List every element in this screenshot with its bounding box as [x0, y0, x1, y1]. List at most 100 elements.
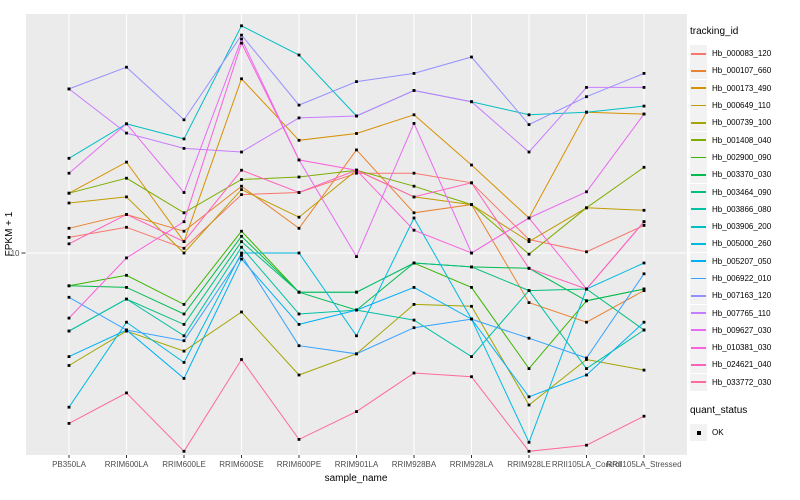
data-point	[585, 95, 588, 99]
data-point	[240, 37, 243, 41]
data-point	[297, 175, 301, 179]
data-point	[67, 355, 71, 358]
data-point	[297, 103, 301, 107]
legend-key-swatch	[690, 252, 707, 270]
legend-item-Hb_003866_080: Hb_003866_080	[690, 200, 800, 218]
data-point	[125, 391, 128, 395]
data-point	[240, 257, 243, 261]
data-point	[527, 395, 531, 399]
data-point	[182, 251, 186, 255]
data-point	[182, 312, 186, 316]
legend-item-label: Hb_007163_120	[712, 291, 772, 301]
data-point	[182, 137, 186, 141]
data-point	[240, 358, 243, 361]
legend-item-Hb_009627_030: Hb_009627_030	[690, 321, 800, 339]
data-point	[642, 287, 646, 291]
data-point	[182, 303, 186, 306]
x-tick-labels: PB350LA RRIM600LA RRIM600LE RRIM600SE RRIM60…	[52, 460, 681, 469]
data-point	[182, 377, 186, 380]
series-markers-Hb_006922_010	[67, 254, 646, 360]
legend-item-Hb_005207_050: Hb_005207_050	[690, 252, 800, 270]
data-point	[182, 349, 186, 353]
data-point	[412, 261, 416, 265]
data-point	[470, 265, 473, 269]
data-point	[355, 132, 358, 135]
data-point	[125, 160, 128, 164]
legend-item-label: Hb_001408_040	[712, 135, 772, 145]
legend-item-label: Hb_005000_260	[712, 239, 772, 249]
data-point	[355, 80, 358, 83]
data-point	[642, 224, 646, 227]
legend-item-label: Hb_000107_660	[712, 66, 772, 76]
data-point	[240, 254, 243, 257]
data-point	[240, 234, 243, 238]
data-point	[412, 286, 416, 289]
data-point	[585, 358, 588, 361]
legend-item-label: Hb_003906_200	[712, 222, 772, 232]
legend-item-Hb_000107_660: Hb_000107_660	[690, 62, 800, 80]
data-point	[182, 191, 186, 194]
data-point	[527, 240, 531, 243]
data-point	[125, 65, 128, 69]
data-point	[585, 373, 588, 377]
data-point	[470, 304, 473, 308]
data-point	[240, 229, 243, 233]
axis-ticks	[21, 252, 645, 458]
data-point	[297, 373, 301, 377]
quant-status-block: quant_status OK	[690, 405, 800, 442]
data-point	[240, 310, 243, 314]
series-markers-Hb_024621_040	[67, 168, 646, 291]
data-point	[585, 250, 588, 254]
data-point	[182, 220, 186, 224]
y-axis-title: FPKM + 1	[4, 211, 15, 256]
data-point	[355, 114, 358, 118]
legend-item-Hb_000173_490: Hb_000173_490	[690, 79, 800, 97]
legend-title-tracking-id: tracking_id	[690, 26, 739, 37]
data-point	[182, 361, 186, 364]
data-point	[585, 299, 588, 303]
legend-item-Hb_033772_030: Hb_033772_030	[690, 373, 800, 391]
x-tick-label-RRIM901LA: RRIM901LA	[335, 460, 379, 469]
legend-key-line	[691, 173, 706, 176]
legend-key-swatch	[690, 321, 707, 339]
data-point	[412, 72, 416, 75]
data-point	[642, 368, 646, 372]
legend-key-swatch	[690, 373, 707, 391]
data-point	[412, 184, 416, 188]
legend-item-Hb_002900_090: Hb_002900_090	[690, 148, 800, 166]
data-point	[585, 287, 588, 291]
data-point	[125, 297, 128, 301]
data-point	[182, 449, 186, 453]
data-point	[470, 375, 473, 379]
data-point	[585, 190, 588, 194]
data-point	[470, 181, 473, 185]
data-point	[412, 211, 416, 215]
legend-key-line	[691, 191, 706, 193]
data-point	[297, 251, 301, 255]
data-point	[412, 171, 416, 175]
data-point	[412, 113, 416, 117]
legend-item-label: Hb_003866_080	[712, 204, 772, 214]
legend-item-label: Hb_006922_010	[712, 274, 772, 283]
data-point	[67, 191, 71, 195]
black-square-marker-icon	[696, 430, 701, 435]
data-point	[585, 206, 588, 210]
data-point	[182, 323, 186, 326]
data-point	[527, 266, 531, 270]
legend-key-line	[691, 87, 706, 90]
data-point	[585, 356, 588, 360]
legend-item-Hb_003906_200: Hb_003906_200	[690, 218, 800, 236]
data-point	[527, 449, 531, 453]
data-point	[355, 171, 358, 175]
legend-key-swatch	[690, 200, 707, 218]
data-point	[527, 440, 531, 444]
data-point	[412, 326, 416, 330]
data-point	[585, 320, 588, 324]
legend-item-label: Hb_024621_040	[712, 360, 772, 370]
data-point	[642, 208, 646, 212]
legend-key-line	[691, 243, 706, 245]
data-point	[642, 112, 646, 116]
data-point	[240, 150, 243, 154]
data-point	[240, 193, 243, 196]
